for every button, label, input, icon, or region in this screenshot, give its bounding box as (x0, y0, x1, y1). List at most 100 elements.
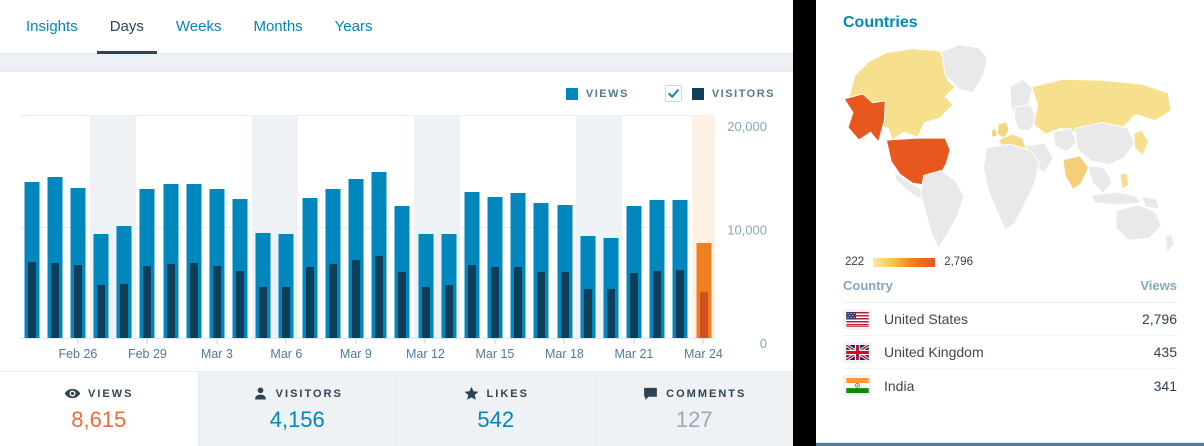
legend-visitors-toggle[interactable]: VISITORS (664, 85, 775, 102)
world-map (826, 36, 1200, 255)
map-region-greenland (940, 44, 989, 94)
gridline-10000 (20, 227, 715, 228)
summary-label: COMMENTS (666, 387, 747, 400)
bar-mar-17[interactable] (530, 115, 553, 339)
bar-mar-20[interactable] (599, 115, 623, 339)
country-table-header: Country Views (843, 278, 1177, 303)
bar-chart-plot (20, 115, 716, 339)
visitors-bar (444, 285, 453, 339)
map-color-scale: 222 2,796 (845, 256, 1204, 268)
bar-feb-24[interactable] (20, 115, 43, 339)
map-region-united-kingdom (996, 120, 1010, 139)
bar-mar-12[interactable] (413, 115, 438, 339)
bar-mar-8[interactable] (321, 115, 344, 339)
map-region-philippines (1119, 171, 1130, 190)
x-tick (424, 339, 426, 344)
bar-mar-5[interactable] (251, 115, 275, 339)
summary-tab-likes[interactable]: LIKES 542 (396, 372, 595, 446)
visitors-swatch (691, 87, 704, 100)
countries-panel: Countries (816, 0, 1204, 446)
visitors-bar (189, 262, 198, 339)
bar-mar-1[interactable] (159, 115, 182, 339)
visitors-bar (699, 292, 708, 339)
bar-feb-26[interactable] (66, 115, 89, 339)
visitors-bar (514, 267, 523, 339)
bar-mar-6[interactable] (274, 115, 299, 339)
x-tick (216, 339, 218, 344)
bar-mar-16[interactable] (507, 115, 530, 339)
bar-mar-9[interactable] (344, 115, 367, 339)
x-tick (355, 339, 357, 344)
tab-weeks[interactable]: Weeks (175, 18, 222, 35)
y-tick-label: 20,000 (727, 119, 767, 134)
bar-mar-13[interactable] (437, 115, 461, 339)
tab-months[interactable]: Months (253, 18, 303, 35)
summary-label-row: VISITORS (199, 385, 397, 402)
bar-mar-18[interactable] (553, 115, 576, 339)
x-tick-label: Mar 6 (270, 347, 303, 361)
tab-insights[interactable]: Insights (26, 18, 78, 35)
bar-mar-21[interactable] (622, 115, 645, 339)
visitors-bar (328, 263, 337, 339)
map-region-east-europe (1013, 104, 1038, 131)
panel-footer-strip[interactable] (816, 442, 1204, 446)
bar-mar-3[interactable] (205, 115, 228, 339)
in-flag-icon (843, 375, 871, 396)
bar-mar-22[interactable] (646, 115, 669, 339)
visitors-bar (606, 289, 615, 339)
bar-slots (20, 115, 716, 339)
bar-mar-14[interactable] (460, 115, 483, 339)
tab-days[interactable]: Days (96, 0, 158, 54)
chart-legend: VIEWS VISITORS (0, 72, 793, 115)
bar-mar-2[interactable] (182, 115, 205, 339)
summary-tab-views[interactable]: VIEWS 8,615 (0, 372, 198, 446)
bar-mar-19[interactable] (576, 115, 600, 339)
bar-feb-29[interactable] (136, 115, 159, 339)
bar-feb-25[interactable] (43, 115, 66, 339)
visitors-bar (676, 269, 685, 339)
x-tick-label: Mar 24 (683, 347, 723, 361)
star-icon (463, 385, 480, 402)
x-tick (633, 339, 635, 344)
visitors-bar (50, 262, 59, 339)
bar-mar-11[interactable] (391, 115, 414, 339)
stats-panel: Insights Days Weeks Months Years VIEWS VISIT… (0, 0, 793, 446)
tab-years[interactable]: Years (334, 18, 373, 35)
visitors-checkbox[interactable] (664, 85, 682, 102)
country-row-uk[interactable]: United Kingdom 435 (843, 336, 1177, 369)
bar-mar-7[interactable] (298, 115, 321, 339)
bar-feb-27[interactable] (89, 115, 113, 339)
visitors-bar (537, 272, 546, 339)
summary-tab-visitors[interactable]: VISITORS 4,156 (197, 372, 397, 446)
summary-label-row: LIKES (397, 385, 595, 402)
country-row-in[interactable]: India 341 (843, 369, 1177, 402)
x-tick-label: Mar 12 (405, 347, 445, 361)
country-views: 341 (1153, 377, 1177, 394)
summary-label: VIEWS (88, 387, 134, 400)
visitors-bar (421, 287, 430, 339)
summary-label: VISITORS (275, 387, 343, 400)
visitors-bar (73, 264, 82, 339)
visitors-bar (120, 283, 129, 339)
chart-card: VIEWS VISITORS 20,000 10, (0, 72, 793, 371)
x-axis-line (20, 338, 715, 339)
x-tick (146, 339, 148, 344)
country-name: United States (884, 311, 969, 327)
bar-mar-23[interactable] (669, 115, 692, 339)
y-axis: 20,000 10,000 0 (715, 115, 793, 351)
bar-mar-4[interactable] (229, 115, 252, 339)
uk-flag-icon (843, 341, 871, 363)
comment-icon (642, 385, 659, 402)
views-swatch (565, 87, 578, 100)
country-row-us[interactable]: United States 2,796 (843, 303, 1177, 336)
map-region-new-zealand (1164, 233, 1175, 255)
x-tick (77, 339, 79, 344)
x-tick-label: Feb 26 (58, 347, 98, 361)
bar-mar-24[interactable] (691, 115, 716, 339)
bar-feb-28[interactable] (112, 115, 136, 339)
bar-mar-15[interactable] (483, 115, 506, 339)
summary-tab-comments[interactable]: COMMENTS 127 (594, 372, 793, 446)
map-region-central-asia (1052, 127, 1078, 153)
map-region-se-asia (1086, 165, 1113, 194)
bar-mar-10[interactable] (368, 115, 391, 339)
